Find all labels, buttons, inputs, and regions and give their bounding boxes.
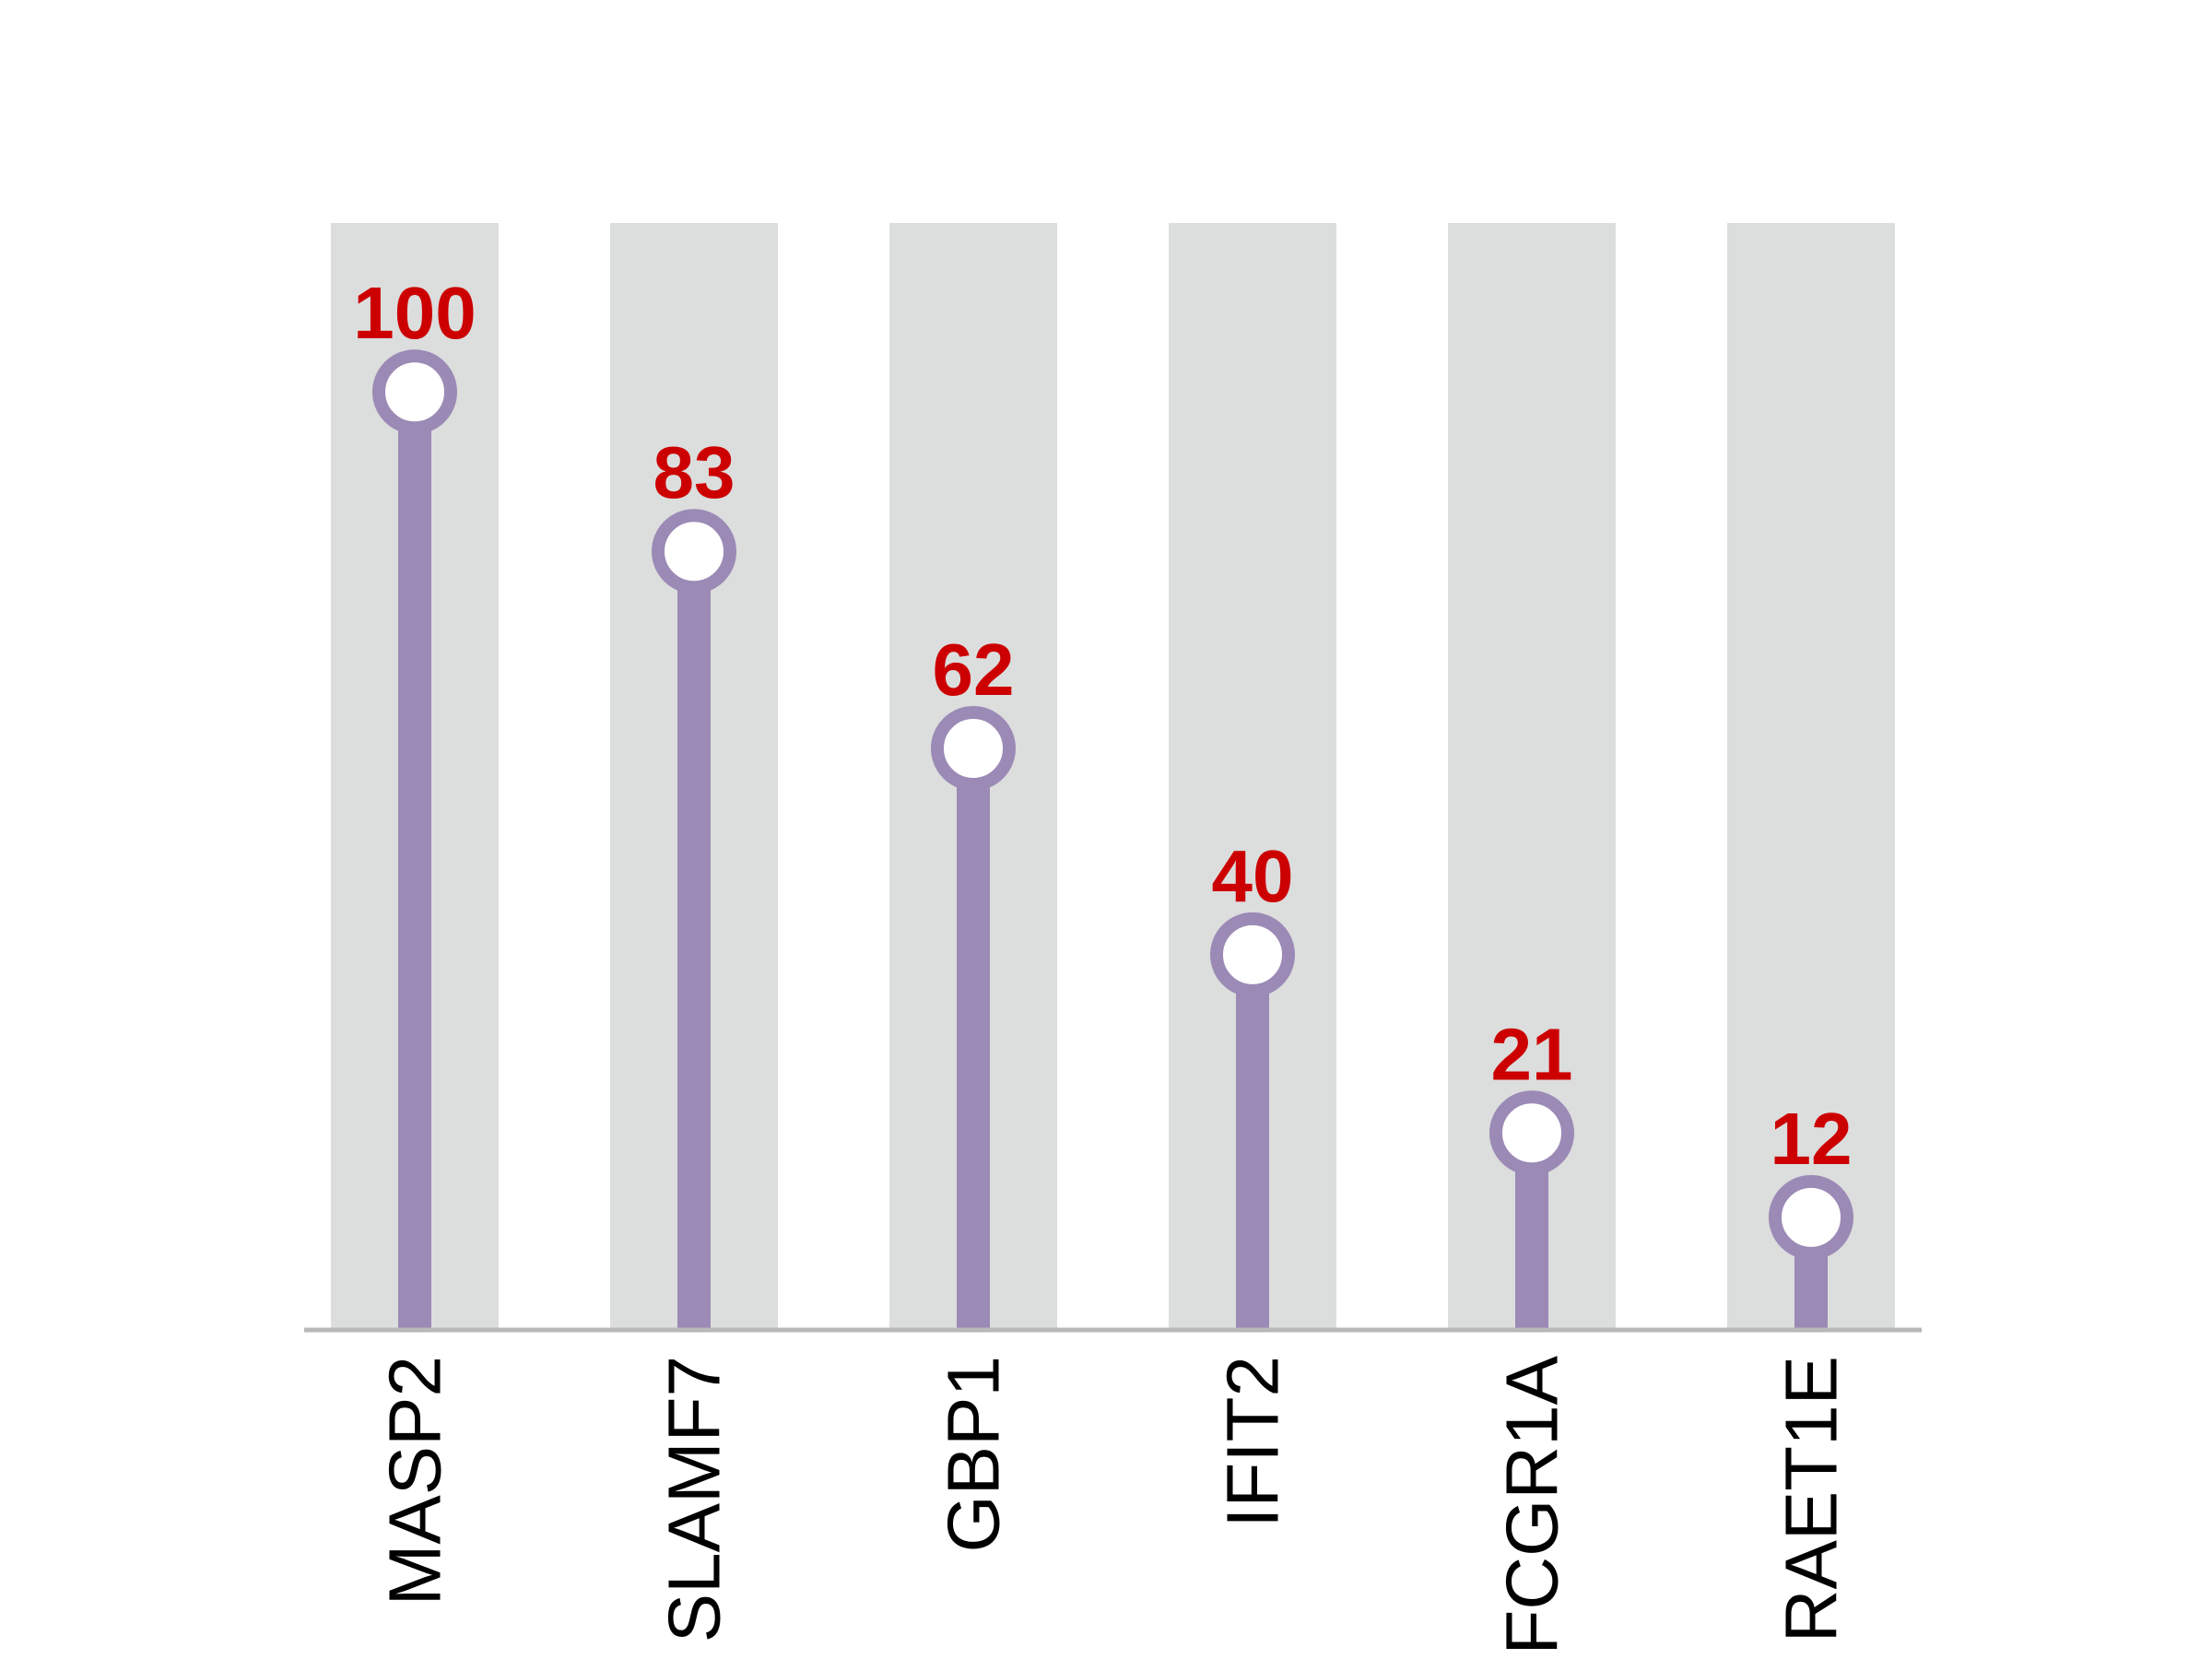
- markers: [372, 349, 1853, 1260]
- category-label-fcgr1a: FCGR1A: [1491, 1355, 1573, 1654]
- marker-raet1e: [1769, 1174, 1853, 1260]
- value-label-masp2: 100: [353, 272, 476, 354]
- stem-slamf7: [677, 551, 711, 1330]
- stem-masp2: [398, 392, 431, 1331]
- value-label-gbp1: 62: [933, 629, 1015, 711]
- category-label-raet1e: RAET1E: [1771, 1356, 1853, 1642]
- value-label-ifit2: 40: [1212, 835, 1294, 917]
- stem-ifit2: [1236, 954, 1269, 1330]
- category-label-ifit2: IFIT2: [1212, 1356, 1294, 1528]
- value-label-slamf7: 83: [653, 431, 735, 513]
- category-label-slamf7: SLAMF7: [653, 1356, 735, 1642]
- marker-ifit2: [1210, 912, 1295, 997]
- category-label-masp2: MASP2: [374, 1356, 456, 1606]
- category-label-gbp1: GBP1: [933, 1356, 1015, 1552]
- value-label-fcgr1a: 21: [1491, 1013, 1573, 1095]
- marker-fcgr1a: [1489, 1090, 1574, 1176]
- value-label-raet1e: 12: [1771, 1098, 1853, 1180]
- stems: [398, 392, 1828, 1331]
- category-labels: MASP2 SLAMF7 GBP1 IFIT2 FCGR1A RAET1E: [374, 1355, 1853, 1654]
- background-bands: [331, 223, 1895, 1330]
- marker-gbp1: [931, 705, 1016, 791]
- background-band-raet1e: [1727, 223, 1895, 1330]
- marker-slamf7: [652, 509, 736, 594]
- stem-gbp1: [957, 747, 990, 1330]
- value-labels: 100 83 62 40 21 12: [353, 272, 1852, 1180]
- marker-masp2: [372, 349, 457, 435]
